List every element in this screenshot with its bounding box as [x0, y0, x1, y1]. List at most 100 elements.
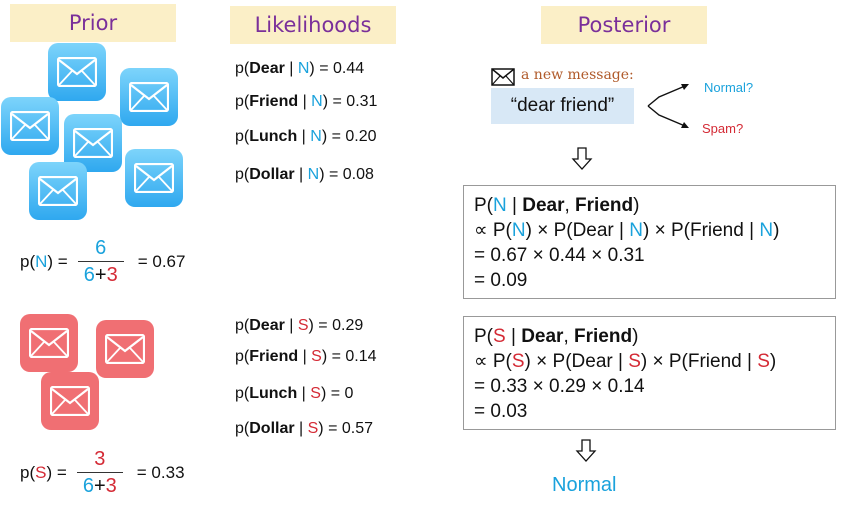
word-dear: Dear	[522, 195, 565, 216]
text: P(	[474, 195, 493, 216]
lik-sep: |	[284, 60, 298, 77]
lik-value: ) = 0.31	[322, 93, 378, 110]
lik-value: ) = 0.08	[319, 166, 374, 183]
class-s: S	[493, 326, 506, 347]
class-n: N	[629, 220, 643, 241]
text: )	[632, 326, 639, 347]
posterior-spam-line4: = 0.03	[474, 401, 528, 422]
denominator-normal-count: 6	[82, 475, 94, 497]
lik-class: S	[311, 348, 322, 365]
fraction-bar	[76, 472, 123, 473]
text: P(	[474, 326, 493, 347]
posterior-normal-line3: = 0.67 × 0.44 × 0.31	[474, 245, 645, 266]
normal-envelope-icon	[125, 149, 183, 207]
lik-word: Dear	[249, 60, 285, 77]
prior-lhs-open: p(	[20, 252, 36, 271]
text: ∝ P(	[474, 220, 512, 241]
likelihood-friend-normal: p(Friend | N) = 0.31	[235, 93, 377, 111]
lik-word: Dear	[249, 317, 285, 334]
prior-result: = 0.33	[136, 463, 185, 482]
posterior-normal-box: P(N | Dear, Friend) ∝ P(N) × P(Dear | N)…	[463, 185, 836, 299]
prior-lhs-open: p(	[20, 463, 36, 482]
likelihood-lunch-spam: p(Lunch | S) = 0	[235, 385, 353, 403]
normal-envelope-icon	[48, 43, 106, 101]
lik-value: ) = 0.57	[318, 420, 373, 437]
posterior-spam-box: P(S | Dear, Friend) ∝ P(S) × P(Dear | S)…	[463, 316, 836, 430]
prior-class-s: S	[35, 463, 47, 482]
likelihood-dollar-spam: p(Dollar | S) = 0.57	[235, 420, 373, 438]
denominator-spam-count: 3	[105, 475, 117, 497]
likelihood-friend-spam: p(Friend | S) = 0.14	[235, 348, 377, 366]
lik-sep: |	[298, 348, 312, 365]
lik-prefix: p(	[235, 420, 250, 437]
spam-prior-formula: p(S) = 3 6+3 = 0.33	[20, 448, 185, 498]
lik-value: ) = 0.14	[321, 348, 377, 365]
lik-sep: |	[298, 93, 312, 110]
spam-envelope-icon	[96, 320, 154, 378]
mail-icon	[491, 68, 515, 86]
fraction-denominator: 6+3	[84, 262, 118, 287]
lik-word: Friend	[249, 348, 299, 365]
lik-sep: |	[297, 128, 311, 145]
class-s: S	[757, 351, 770, 372]
posterior-normal-line4: = 0.09	[474, 270, 528, 291]
down-arrow-icon	[571, 147, 593, 170]
likelihood-dollar-normal: p(Dollar | N) = 0.08	[235, 166, 374, 184]
normal-prior-formula: p(N) = 6 6+3 = 0.67	[20, 237, 185, 287]
prior-fraction: 6 6+3	[77, 237, 124, 287]
lik-class: N	[311, 93, 323, 110]
text: ∝ P(	[474, 351, 512, 372]
message-text-box: “dear friend”	[491, 88, 634, 124]
lik-class: S	[307, 420, 319, 437]
normal-envelope-icon	[120, 68, 178, 126]
normal-option-label: Normal?	[704, 80, 754, 95]
classification-result: Normal	[552, 474, 617, 496]
text: ,	[564, 195, 576, 216]
likelihoods-header: Likelihoods	[230, 6, 396, 44]
denominator-plus: +	[94, 264, 107, 286]
lik-word: Lunch	[249, 385, 298, 402]
posterior-spam-line3: = 0.33 × 0.29 × 0.14	[474, 376, 645, 397]
word-friend: Friend	[574, 326, 633, 347]
lik-class: S	[297, 317, 309, 334]
text: ,	[563, 326, 574, 347]
lik-value: ) = 0.44	[309, 60, 365, 77]
text: |	[506, 195, 523, 216]
lik-prefix: p(	[235, 317, 250, 334]
lik-prefix: p(	[235, 128, 250, 145]
denominator-normal-count: 6	[83, 264, 95, 286]
likelihood-dear-spam: p(Dear | S) = 0.29	[235, 317, 363, 335]
lik-prefix: p(	[235, 166, 250, 183]
prior-class-n: N	[35, 252, 48, 271]
word-dear: Dear	[521, 326, 564, 347]
posterior-header: Posterior	[541, 6, 707, 44]
posterior-normal-line1: P(N | Dear, Friend)	[474, 193, 825, 218]
likelihood-dear-normal: p(Dear | N) = 0.44	[235, 60, 364, 78]
class-s: S	[511, 351, 525, 372]
lik-class: N	[297, 60, 310, 77]
lik-word: Friend	[249, 93, 299, 110]
lik-sep: |	[294, 166, 308, 183]
text: ) × P(Friend |	[642, 220, 760, 241]
text: ) × P(Dear |	[525, 220, 630, 241]
text: ) × P(Friend |	[640, 351, 758, 372]
class-n: N	[493, 195, 507, 216]
normal-envelope-icon	[1, 97, 59, 155]
new-message-label: a new message:	[521, 67, 634, 83]
class-n: N	[511, 220, 526, 241]
spam-option-label: Spam?	[702, 121, 744, 136]
denominator-plus: +	[93, 475, 106, 497]
lik-class: N	[310, 128, 322, 145]
fraction-numerator: 3	[94, 448, 106, 470]
spam-envelope-icon	[41, 372, 99, 430]
lik-prefix: p(	[235, 385, 250, 402]
lik-class: N	[307, 166, 320, 183]
prior-lhs-close: ) =	[46, 463, 67, 482]
lik-value: ) = 0	[320, 385, 354, 402]
spam-envelope-icon	[20, 314, 78, 372]
fraction-numerator: 6	[95, 237, 107, 259]
prior-header: Prior	[10, 4, 176, 42]
lik-word: Dollar	[249, 420, 295, 437]
normal-envelope-icon	[29, 162, 87, 220]
posterior-spam-line2: ∝ P(S) × P(Dear | S) × P(Friend | S)	[474, 349, 825, 374]
